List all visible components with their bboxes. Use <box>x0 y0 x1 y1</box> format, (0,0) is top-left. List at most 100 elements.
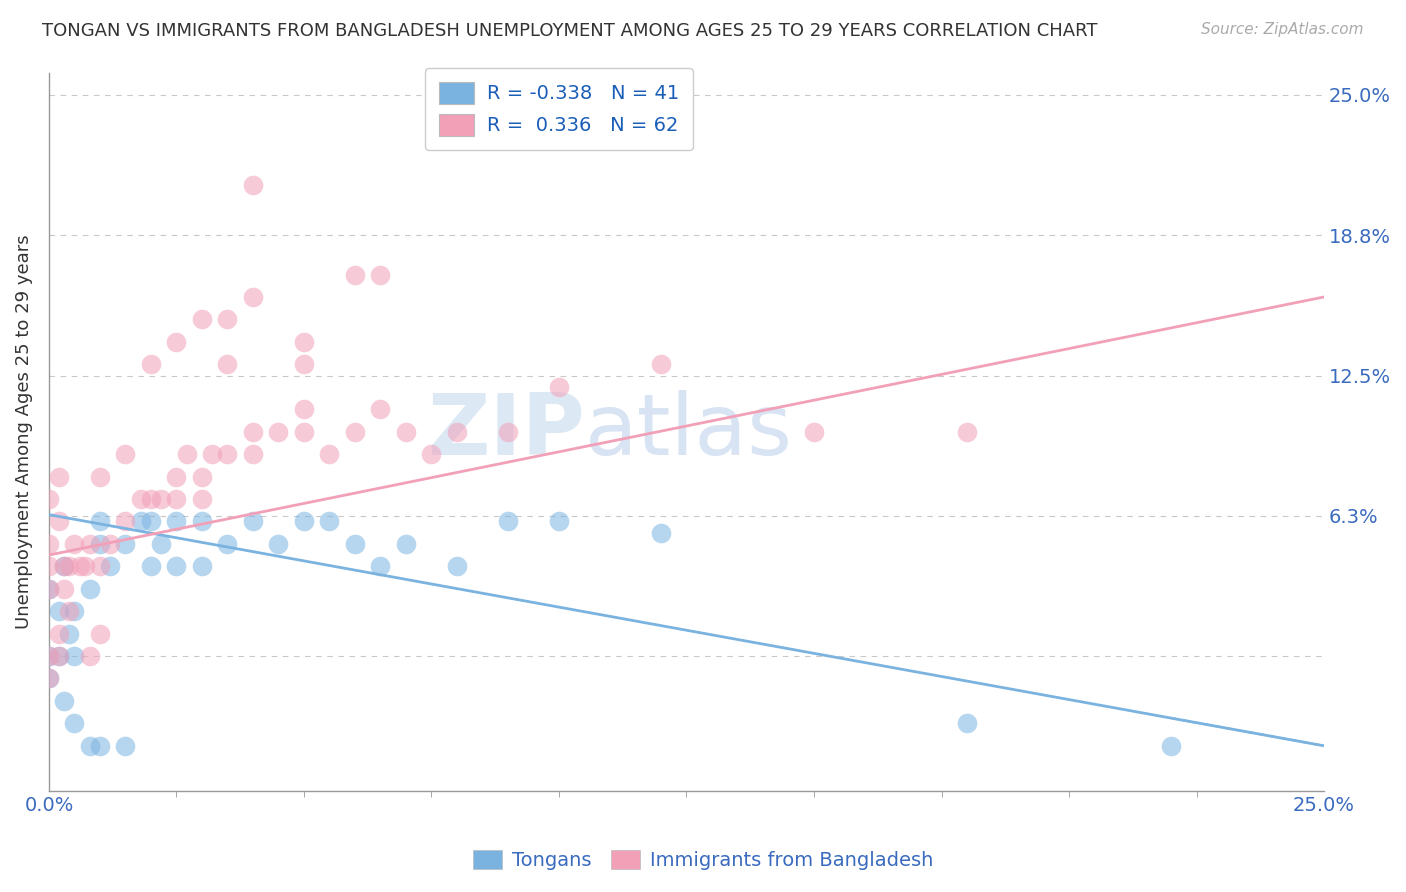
Legend: R = -0.338   N = 41, R =  0.336   N = 62: R = -0.338 N = 41, R = 0.336 N = 62 <box>425 68 693 150</box>
Point <box>292 334 315 349</box>
Point <box>191 491 214 506</box>
Point <box>58 626 80 640</box>
Point <box>48 469 70 483</box>
Point <box>114 515 136 529</box>
Point <box>343 425 366 439</box>
Point <box>292 515 315 529</box>
Point <box>89 515 111 529</box>
Point <box>242 447 264 461</box>
Point <box>114 537 136 551</box>
Point <box>38 648 60 663</box>
Point <box>1160 739 1182 753</box>
Point <box>69 559 91 574</box>
Point <box>267 425 290 439</box>
Point <box>89 626 111 640</box>
Point <box>217 357 239 371</box>
Point <box>201 447 224 461</box>
Point <box>98 559 121 574</box>
Point <box>217 447 239 461</box>
Point <box>63 537 86 551</box>
Point <box>38 582 60 596</box>
Text: ZIP: ZIP <box>427 390 585 473</box>
Point <box>48 515 70 529</box>
Point <box>166 559 188 574</box>
Point <box>58 604 80 618</box>
Point <box>48 626 70 640</box>
Point <box>89 469 111 483</box>
Point <box>79 648 101 663</box>
Point <box>242 425 264 439</box>
Point <box>89 559 111 574</box>
Point <box>318 515 340 529</box>
Point <box>166 469 188 483</box>
Text: TONGAN VS IMMIGRANTS FROM BANGLADESH UNEMPLOYMENT AMONG AGES 25 TO 29 YEARS CORR: TONGAN VS IMMIGRANTS FROM BANGLADESH UNE… <box>42 22 1098 40</box>
Point <box>139 559 162 574</box>
Point <box>343 537 366 551</box>
Point <box>79 582 101 596</box>
Point <box>166 334 188 349</box>
Point <box>496 515 519 529</box>
Point <box>496 425 519 439</box>
Point <box>370 559 392 574</box>
Point <box>139 357 162 371</box>
Point <box>395 537 418 551</box>
Point <box>191 469 214 483</box>
Point <box>191 515 214 529</box>
Point <box>191 559 214 574</box>
Point <box>58 559 80 574</box>
Point <box>956 716 979 731</box>
Point <box>166 515 188 529</box>
Point <box>370 268 392 282</box>
Point <box>129 515 152 529</box>
Point <box>89 537 111 551</box>
Point <box>150 537 173 551</box>
Text: Source: ZipAtlas.com: Source: ZipAtlas.com <box>1201 22 1364 37</box>
Point <box>139 515 162 529</box>
Point <box>73 559 96 574</box>
Point <box>53 559 76 574</box>
Point <box>395 425 418 439</box>
Point <box>38 582 60 596</box>
Point <box>292 357 315 371</box>
Point <box>38 672 60 686</box>
Point <box>803 425 825 439</box>
Point <box>38 537 60 551</box>
Point <box>370 402 392 417</box>
Point <box>548 380 571 394</box>
Point <box>150 491 173 506</box>
Text: atlas: atlas <box>585 390 793 473</box>
Point <box>63 648 86 663</box>
Point <box>63 604 86 618</box>
Legend: Tongans, Immigrants from Bangladesh: Tongans, Immigrants from Bangladesh <box>465 842 941 878</box>
Point <box>53 694 76 708</box>
Point <box>242 515 264 529</box>
Point <box>217 312 239 326</box>
Point <box>242 178 264 192</box>
Point <box>267 537 290 551</box>
Point <box>48 648 70 663</box>
Point <box>292 425 315 439</box>
Point <box>79 537 101 551</box>
Point <box>48 604 70 618</box>
Point <box>420 447 443 461</box>
Point <box>38 491 60 506</box>
Point <box>139 491 162 506</box>
Point <box>242 290 264 304</box>
Point <box>217 537 239 551</box>
Point <box>38 672 60 686</box>
Point <box>650 357 672 371</box>
Point <box>89 739 111 753</box>
Point <box>38 559 60 574</box>
Point <box>292 402 315 417</box>
Point <box>129 491 152 506</box>
Point <box>48 648 70 663</box>
Point <box>114 739 136 753</box>
Point <box>114 447 136 461</box>
Point <box>548 515 571 529</box>
Point <box>63 716 86 731</box>
Y-axis label: Unemployment Among Ages 25 to 29 years: Unemployment Among Ages 25 to 29 years <box>15 235 32 629</box>
Point <box>191 312 214 326</box>
Point <box>53 582 76 596</box>
Point <box>166 491 188 506</box>
Point <box>98 537 121 551</box>
